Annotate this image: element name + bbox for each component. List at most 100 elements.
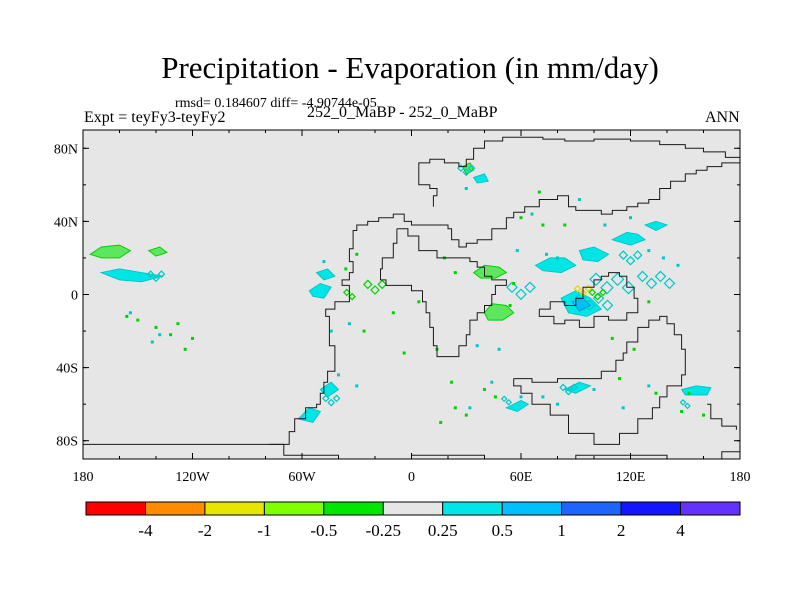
field-speckle xyxy=(191,336,194,340)
coastline xyxy=(538,272,639,328)
coastline xyxy=(380,228,507,358)
case-label: 252_0_MaBP - 252_0_MaBP xyxy=(307,104,498,121)
colorbar-label: 1 xyxy=(557,521,566,540)
contour-diamond xyxy=(632,250,643,260)
colorbar-label: 0.5 xyxy=(492,521,513,540)
field-speckle xyxy=(545,252,548,256)
field-region xyxy=(472,264,508,279)
y-tick-label: 80N xyxy=(54,142,78,157)
contour-diamond xyxy=(625,255,636,266)
contour-diamond xyxy=(348,292,356,301)
colorbar-label: -0.25 xyxy=(366,521,401,540)
stats-text: rmsd= 0.184607 diff= -4.90744e-05 xyxy=(175,96,377,111)
colorbar-label: 0.25 xyxy=(428,521,458,540)
axis-layer: 180 120W 60W 0 60E 120E 180 80N 40N 0 40S 80S xyxy=(54,130,751,485)
field-speckle xyxy=(158,333,162,337)
coastline xyxy=(707,403,737,430)
field-speckle xyxy=(592,388,596,391)
field-region xyxy=(578,246,610,263)
contour-diamond xyxy=(377,279,388,290)
field-speckle xyxy=(618,377,621,381)
field-region xyxy=(315,268,336,281)
field-speckle xyxy=(464,413,468,417)
contour-diamond xyxy=(573,284,582,293)
field-speckle xyxy=(508,304,512,307)
field-speckle xyxy=(169,333,173,337)
x-tick-label: 0 xyxy=(408,470,415,485)
contour-diamond xyxy=(559,383,567,392)
field-speckle xyxy=(515,249,519,253)
field-speckle xyxy=(647,300,651,304)
field-speckle xyxy=(136,318,140,322)
field-speckle xyxy=(632,347,636,351)
field-speckle xyxy=(468,406,472,410)
contour-diamond xyxy=(589,272,603,287)
contour-diamond xyxy=(654,270,667,283)
field-region xyxy=(643,220,669,232)
contour-diamond xyxy=(500,395,508,403)
field-region xyxy=(505,399,530,413)
colorbar-label: -4 xyxy=(138,521,153,540)
field-speckle xyxy=(355,252,359,256)
contour-diamond xyxy=(506,281,518,294)
field-speckle xyxy=(541,395,545,399)
field-speckle xyxy=(654,391,658,395)
colorbar-label: 2 xyxy=(617,521,626,540)
field-region xyxy=(308,282,332,299)
contour-diamond xyxy=(342,288,351,297)
field-speckle xyxy=(621,406,625,410)
y-tick-label: 0 xyxy=(71,289,78,304)
field-layer xyxy=(89,162,712,424)
colorbar-label: 4 xyxy=(676,521,685,540)
colorbar-swatch xyxy=(620,501,682,516)
contour-diamond xyxy=(636,270,649,283)
colorbar-swatch xyxy=(442,501,503,516)
contour-diamond xyxy=(515,288,527,301)
contour-diamond xyxy=(679,399,687,406)
contour-diamond xyxy=(362,279,373,290)
contour-diamond xyxy=(601,299,614,312)
x-tick-label: 120E xyxy=(616,470,646,485)
field-region xyxy=(472,173,489,184)
contour-diamond xyxy=(157,270,166,278)
coastline-layer xyxy=(83,136,741,460)
field-speckle xyxy=(680,410,684,413)
field-speckle xyxy=(362,329,366,333)
field-region xyxy=(534,257,577,274)
x-tick-label: 120W xyxy=(175,470,210,485)
chart-title: Precipitation - Evaporation (in mm/day) xyxy=(161,50,659,85)
colorbar-label: -1 xyxy=(257,521,271,540)
field-speckle xyxy=(125,314,129,318)
field-speckle xyxy=(676,263,680,267)
colorbar-label: -0.5 xyxy=(310,521,337,540)
contour-diamond xyxy=(600,280,614,295)
y-tick-label: 40N xyxy=(54,215,78,230)
field-speckle xyxy=(322,260,326,264)
field-speckle xyxy=(417,300,421,304)
field-speckle xyxy=(519,216,523,220)
contour-diamond xyxy=(588,288,597,297)
field-speckle xyxy=(541,223,545,227)
contour-diamond xyxy=(593,292,602,301)
contour-diamond xyxy=(462,168,471,177)
field-speckle xyxy=(530,212,534,216)
contour-diamond xyxy=(583,299,596,312)
field-speckle xyxy=(453,271,457,275)
field-speckle xyxy=(519,395,523,399)
colorbar-swatch xyxy=(204,501,265,516)
field-speckle xyxy=(391,311,395,315)
field-speckle xyxy=(475,344,479,348)
field-speckle xyxy=(577,198,581,201)
colorbar-swatch xyxy=(382,501,444,516)
field-speckle xyxy=(563,223,567,227)
contour-diamond xyxy=(621,280,636,295)
contour-diamond xyxy=(327,398,336,407)
contour-diamond xyxy=(610,272,625,287)
field-speckle xyxy=(556,256,559,260)
experiment-label: Expt = teyFy3-teyFy2 xyxy=(84,109,226,126)
contour-diamond xyxy=(574,292,587,305)
contour-diamond xyxy=(152,274,160,283)
contour-diamond xyxy=(570,383,578,392)
field-speckle xyxy=(176,322,180,326)
colorbar-label: -2 xyxy=(198,521,212,540)
